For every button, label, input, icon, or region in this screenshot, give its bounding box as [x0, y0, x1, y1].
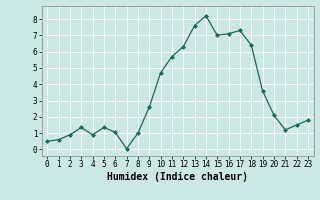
X-axis label: Humidex (Indice chaleur): Humidex (Indice chaleur)	[107, 172, 248, 182]
